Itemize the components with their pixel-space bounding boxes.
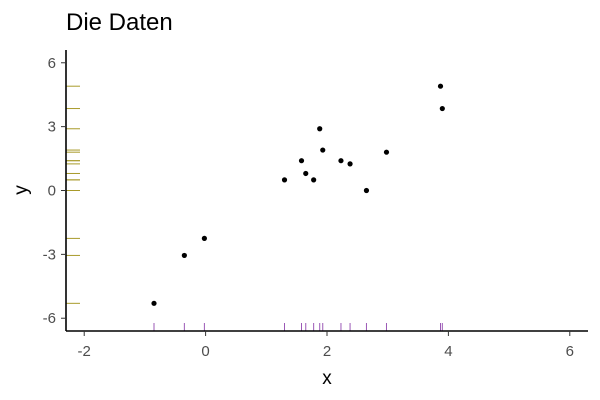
y-tick-label: 6	[48, 55, 56, 72]
x-tick-label: 2	[323, 343, 331, 360]
x-tick-label: 0	[201, 343, 209, 360]
data-points	[151, 83, 445, 306]
y-tick-label: 0	[48, 183, 56, 200]
data-point	[151, 300, 157, 306]
data-point	[201, 235, 207, 241]
data-point	[181, 252, 187, 259]
data-point	[347, 161, 353, 167]
data-point	[383, 149, 390, 155]
y-axis-ticks: -6 -3 0 3 6	[43, 55, 66, 327]
data-point	[303, 170, 309, 177]
x-tick-label: -2	[78, 343, 91, 360]
y-axis-title: y	[11, 185, 32, 195]
data-point	[439, 105, 445, 112]
data-point	[281, 177, 288, 183]
data-point	[338, 158, 344, 164]
data-point	[320, 147, 326, 153]
data-point	[437, 83, 444, 89]
x-axis-title: x	[322, 368, 332, 389]
y-tick-label: -6	[43, 310, 56, 327]
y-tick-label: 3	[48, 119, 56, 136]
x-tick-label: 6	[566, 343, 574, 360]
data-point	[363, 187, 370, 194]
data-point	[298, 158, 305, 164]
x-axis-ticks: -2 0 2 4 6	[78, 331, 574, 360]
x-tick-label: 4	[444, 343, 452, 360]
y-rug	[66, 85, 80, 304]
data-point	[311, 177, 317, 183]
data-point	[317, 126, 323, 132]
chart-title: Die Daten	[66, 9, 173, 36]
y-tick-label: -3	[43, 246, 56, 263]
x-rug	[153, 323, 443, 331]
